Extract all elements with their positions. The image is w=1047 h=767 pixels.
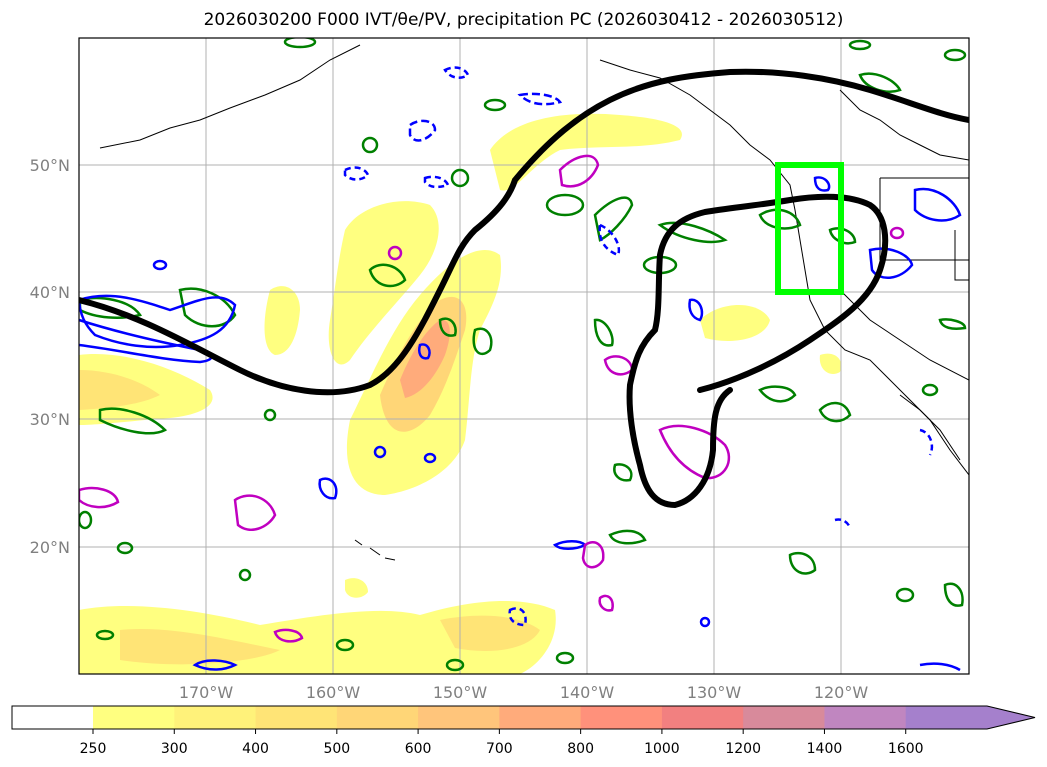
lon-label-150w: 150°W <box>433 683 488 702</box>
lon-labels: 170°W 160°W 150°W 140°W 130°W 120°W <box>179 683 869 702</box>
colorbar-segment <box>580 706 663 729</box>
colorbar-segment <box>499 706 582 729</box>
colorbar-segment <box>418 706 500 729</box>
lon-label-130w: 130°W <box>687 683 742 702</box>
lat-label-50: 50°N <box>30 156 70 175</box>
colorbar-under-segment <box>12 706 93 729</box>
green-contours <box>79 38 967 672</box>
lon-label-170w: 170°W <box>179 683 234 702</box>
colorbar: 250 300 400 500 600 700 800 1000 1200 1400 1600 <box>11 705 1036 757</box>
colorbar-segment <box>661 706 744 729</box>
colorbar-segment <box>93 706 175 729</box>
theta-e-contour <box>79 68 969 509</box>
colorbar-tick-label: 250 <box>80 741 107 757</box>
colorbar-tick-label: 1600 <box>888 741 924 757</box>
colorbar-segment <box>336 706 419 729</box>
lat-label-20: 20°N <box>30 538 70 557</box>
lat-labels: 50°N 40°N 30°N 20°N <box>30 156 70 557</box>
map-title: 2026030200 F000 IVT/θe/PV, precipitation… <box>203 10 844 30</box>
colorbar-outline <box>11 705 1036 730</box>
lon-label-120w: 120°W <box>814 683 869 702</box>
colorbar-segment <box>905 706 988 729</box>
colorbar-segment <box>743 706 825 729</box>
colorbar-extend-arrow <box>987 706 1035 729</box>
lat-label-30: 30°N <box>30 410 70 429</box>
colorbar-segment <box>824 706 907 729</box>
colorbar-tick-label: 1400 <box>807 741 843 757</box>
colorbar-tick-label: 800 <box>567 741 594 757</box>
colorbar-tick-label: 500 <box>323 741 350 757</box>
colorbar-tick-label: 300 <box>161 741 188 757</box>
colorbar-tick-label: 1200 <box>725 741 761 757</box>
lat-label-40: 40°N <box>30 283 70 302</box>
region-box <box>775 162 844 295</box>
lon-label-140w: 140°W <box>560 683 615 702</box>
colorbar-tick-label: 700 <box>486 741 513 757</box>
colorbar-segment <box>174 706 257 729</box>
map-border <box>78 37 970 675</box>
colorbar-segment <box>255 706 338 729</box>
colorbar-tick-label: 600 <box>405 741 432 757</box>
colorbar-tick-label: 1000 <box>644 741 680 757</box>
magenta-contours <box>79 154 905 643</box>
coastlines <box>99 44 969 561</box>
ivt-shading <box>79 113 842 674</box>
lon-label-160w: 160°W <box>306 683 361 702</box>
colorbar-tick-label: 400 <box>242 741 269 757</box>
